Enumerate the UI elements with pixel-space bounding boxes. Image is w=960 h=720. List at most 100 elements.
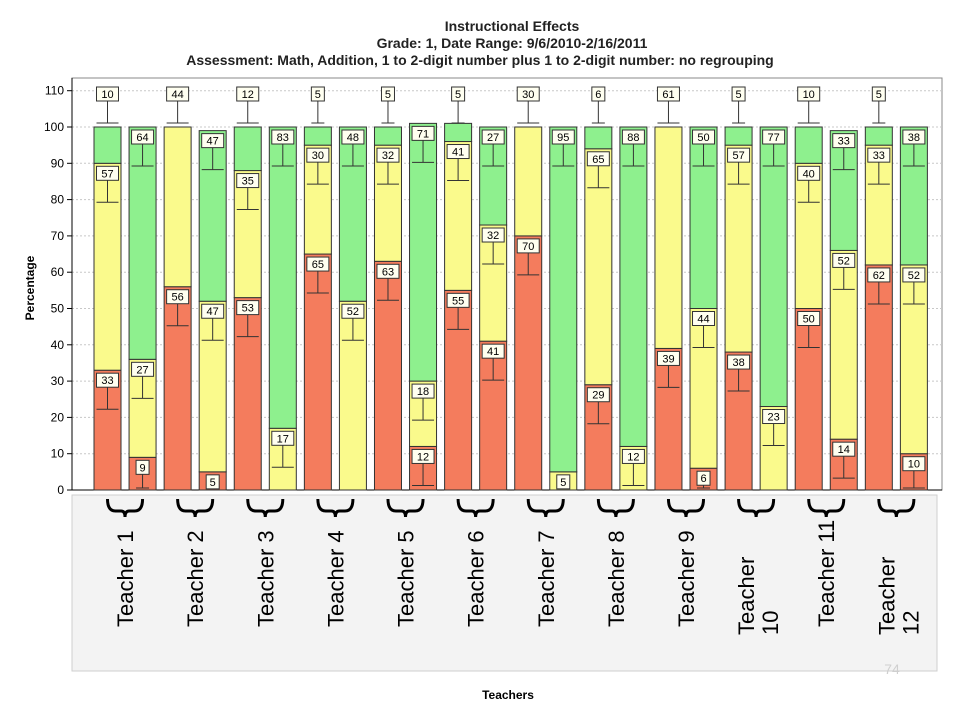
data-label: 77 <box>762 129 786 145</box>
data-label-text: 88 <box>627 132 639 144</box>
data-label-text: 63 <box>382 266 394 278</box>
data-label-text: 47 <box>207 306 219 318</box>
data-label: 38 <box>727 354 751 370</box>
data-label: 6 <box>591 86 606 102</box>
teacher-label-line1: Teacher <box>734 557 759 635</box>
data-label-box <box>731 86 746 102</box>
y-tick-label: 70 <box>51 229 65 243</box>
bar-segment-yellow <box>444 141 473 291</box>
bar-segment-red <box>864 264 893 491</box>
data-label-text: 71 <box>417 128 429 140</box>
y-tick-label: 30 <box>51 374 65 388</box>
bar-segment-green <box>373 126 402 146</box>
data-label-text: 30 <box>522 89 534 101</box>
data-label: 10 <box>797 86 821 102</box>
data-label-box <box>341 129 365 145</box>
data-label: 32 <box>376 147 400 163</box>
data-label-box <box>411 383 435 399</box>
teacher-label-line1: Teacher 3 <box>253 530 278 627</box>
data-label-text: 62 <box>873 270 885 282</box>
chart-subtitle-2: Assessment: Math, Addition, 1 to 2-digit… <box>186 52 774 68</box>
data-label-text: 33 <box>873 150 885 162</box>
y-tick-label: 100 <box>44 120 64 134</box>
data-label-box <box>131 129 155 145</box>
y-tick-label: 10 <box>51 447 65 461</box>
data-label: 33 <box>867 147 891 163</box>
data-label-box <box>692 311 716 326</box>
bar-segment-green <box>864 126 893 146</box>
teacher-bracket <box>877 498 916 518</box>
data-label-text: 32 <box>382 150 394 162</box>
data-label-text: 57 <box>101 168 113 180</box>
teacher-label: Teacher 10 <box>734 557 783 635</box>
data-label-text: 48 <box>347 132 359 144</box>
data-label-box <box>867 267 891 283</box>
data-label-text: 38 <box>732 357 744 369</box>
teacher-bracket <box>526 498 565 518</box>
y-tick-label: 80 <box>51 193 65 207</box>
data-label-text: 38 <box>908 132 920 144</box>
teacher-label-line1: Teacher 5 <box>394 530 419 627</box>
data-label-text: 12 <box>242 89 254 101</box>
data-label-box <box>902 456 926 472</box>
teacher-label-line1: Teacher 2 <box>183 530 208 627</box>
data-label: 48 <box>341 129 365 145</box>
data-label: 47 <box>201 133 225 149</box>
data-label-text: 41 <box>452 147 464 159</box>
data-label: 47 <box>201 303 225 319</box>
data-label-text: 10 <box>908 459 920 471</box>
chart-subtitle-1: Grade: 1, Date Range: 9/6/2010-2/16/2011 <box>377 35 648 51</box>
teacher-label-line1: Teacher 9 <box>674 530 699 627</box>
data-label-text: 5 <box>876 89 882 101</box>
data-label: 5 <box>731 86 746 102</box>
data-label-box <box>516 238 540 254</box>
data-label: 71 <box>411 125 435 141</box>
data-label-box <box>902 267 926 283</box>
teacher-label: Teacher 9 <box>674 530 699 627</box>
bar-segment-green <box>724 126 753 146</box>
data-label-text: 50 <box>697 132 709 144</box>
data-label-box <box>271 129 295 145</box>
brackets-layer <box>106 498 916 518</box>
data-label-text: 5 <box>736 89 742 101</box>
data-label-box <box>692 129 716 145</box>
data-label: 57 <box>727 147 751 163</box>
data-label-box <box>556 474 571 490</box>
data-label: 29 <box>586 387 610 403</box>
data-label-box <box>446 292 470 308</box>
data-label: 38 <box>902 129 926 145</box>
data-label-text: 44 <box>171 89 183 101</box>
teacher-bracket <box>106 498 145 518</box>
teacher-label-line2: 10 <box>758 611 783 635</box>
data-label-text: 27 <box>487 132 499 144</box>
data-label: 9 <box>135 459 150 475</box>
y-tick-label: 110 <box>45 84 64 98</box>
data-label-box <box>306 256 330 272</box>
data-label-text: 33 <box>838 136 850 148</box>
data-label: 44 <box>692 311 716 326</box>
data-label-text: 5 <box>455 89 461 101</box>
data-label: 39 <box>656 350 680 366</box>
data-label: 83 <box>271 129 295 145</box>
y-tick-label: 90 <box>51 156 65 170</box>
data-label-box <box>376 147 400 163</box>
data-label-text: 55 <box>452 295 464 307</box>
data-label-box <box>797 311 821 326</box>
data-label: 52 <box>341 303 365 319</box>
data-label-text: 65 <box>312 259 324 271</box>
data-label: 5 <box>380 86 395 102</box>
data-label: 50 <box>797 311 821 326</box>
teacher-bracket <box>316 498 355 518</box>
teacher-label: Teacher 4 <box>323 530 348 627</box>
data-label-text: 95 <box>557 132 569 144</box>
teacher-bracket <box>246 498 285 518</box>
data-label-text: 6 <box>700 473 706 485</box>
data-label-box <box>591 86 606 102</box>
bar-segment-green <box>549 126 578 473</box>
data-label: 5 <box>310 86 325 102</box>
data-label-box <box>310 86 325 102</box>
data-label: 10 <box>96 86 119 102</box>
data-label: 32 <box>481 227 505 243</box>
teacher-label-line1: Teacher 1 <box>113 530 138 627</box>
data-label: 18 <box>411 383 435 399</box>
